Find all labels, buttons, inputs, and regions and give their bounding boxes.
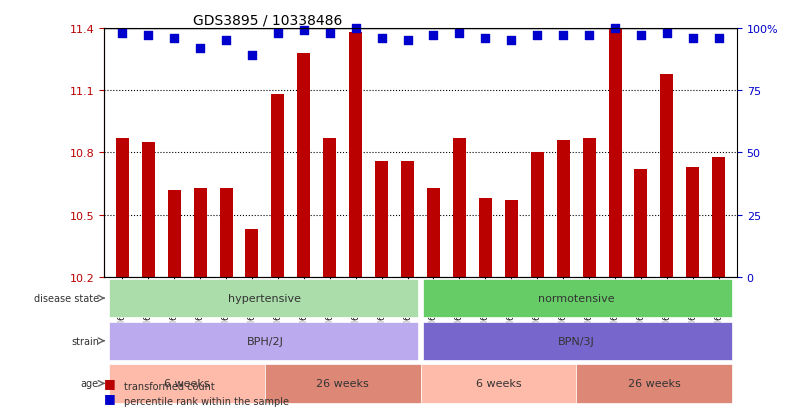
Text: ■: ■ [104,391,116,404]
Point [505,38,517,45]
Text: 26 weeks: 26 weeks [316,378,369,389]
Bar [297,54,310,277]
FancyBboxPatch shape [423,279,732,318]
Text: hypertensive: hypertensive [228,293,301,304]
Point [609,26,622,32]
Text: BPN/3J: BPN/3J [557,336,594,346]
Point [712,36,725,42]
FancyBboxPatch shape [423,322,732,360]
Text: strain: strain [71,336,99,346]
Bar [531,153,544,277]
Point [634,33,647,40]
Point [582,33,595,40]
FancyBboxPatch shape [576,364,732,403]
Point [427,33,440,40]
Bar [219,188,232,277]
Text: BPH/2J: BPH/2J [247,336,284,346]
Point [479,36,492,42]
Point [531,33,544,40]
Point [453,31,466,37]
Point [661,31,674,37]
Bar [686,168,699,277]
Bar [712,157,725,277]
Bar [349,33,362,277]
Bar [557,140,570,277]
Bar [272,95,284,277]
Point [272,31,284,37]
Bar [324,138,336,277]
Text: transformed count: transformed count [124,381,215,391]
Bar [167,190,181,277]
Text: age: age [81,378,99,389]
Bar [609,29,622,277]
Point [194,45,207,52]
Bar [479,199,492,277]
Point [219,38,232,45]
Bar [660,74,674,277]
Text: GDS3895 / 10338486: GDS3895 / 10338486 [193,14,342,28]
Bar [453,138,466,277]
Bar [582,138,596,277]
Point [324,31,336,37]
Point [246,53,259,59]
Point [401,38,414,45]
Text: percentile rank within the sample: percentile rank within the sample [124,396,289,406]
FancyBboxPatch shape [109,279,418,318]
Bar [194,188,207,277]
Text: 6 weeks: 6 weeks [164,378,210,389]
Bar [142,142,155,277]
FancyBboxPatch shape [265,364,421,403]
Point [686,36,699,42]
Point [116,31,129,37]
Point [297,28,310,35]
Bar [505,201,517,277]
Bar [401,161,414,277]
FancyBboxPatch shape [109,364,265,403]
Text: disease state: disease state [34,293,99,304]
Point [167,36,180,42]
Point [142,33,155,40]
FancyBboxPatch shape [421,364,576,403]
Bar [116,138,129,277]
Text: ■: ■ [104,376,116,389]
Bar [245,230,259,277]
Point [375,36,388,42]
Bar [427,188,440,277]
Text: normotensive: normotensive [537,293,614,304]
Bar [375,161,388,277]
Point [349,26,362,32]
FancyBboxPatch shape [109,322,418,360]
Text: 6 weeks: 6 weeks [476,378,521,389]
Point [557,33,570,40]
Text: 26 weeks: 26 weeks [627,378,680,389]
Bar [634,170,647,277]
